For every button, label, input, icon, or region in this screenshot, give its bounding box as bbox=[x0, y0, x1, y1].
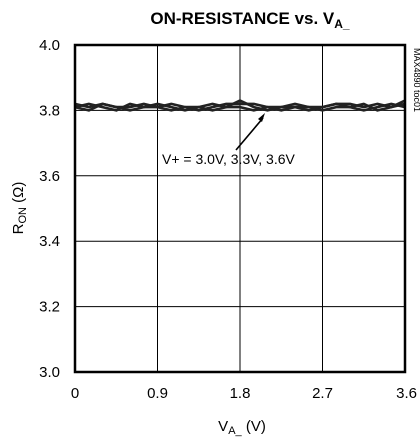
figure-id-label: MAX4890 toc01 bbox=[412, 48, 420, 112]
x-tick-label: 0.9 bbox=[147, 385, 168, 402]
x-axis-label: VA_ (V) bbox=[218, 418, 266, 437]
series-line-3 bbox=[74, 102, 406, 112]
y-axis-label: RON (Ω) bbox=[10, 182, 29, 235]
series-line-2 bbox=[74, 102, 406, 112]
y-axis-label-main: R bbox=[10, 223, 27, 234]
grid-lines bbox=[75, 45, 405, 372]
annotation-arrow-line bbox=[235, 117, 264, 151]
x-tick-label: 1.8 bbox=[230, 385, 251, 402]
chart-title-subscript: A_ bbox=[334, 17, 350, 31]
y-tick-label: 3.0 bbox=[39, 364, 60, 381]
y-tick-label: 3.8 bbox=[39, 102, 60, 119]
plot-frame bbox=[73, 43, 407, 374]
y-tick-labels: 3.0 3.2 3.4 3.6 3.8 4.0 bbox=[39, 37, 60, 381]
y-axis-label-unit: (Ω) bbox=[10, 182, 27, 207]
chart-title: ON-RESISTANCE vs. VA_ bbox=[150, 9, 350, 31]
y-axis-label-subscript: ON bbox=[17, 207, 29, 224]
x-tick-label: 2.7 bbox=[312, 385, 333, 402]
y-tick-label: 3.6 bbox=[39, 168, 60, 185]
x-tick-label: 3.6 bbox=[396, 385, 417, 402]
x-axis-label-main: V bbox=[218, 418, 228, 435]
chart-title-main: ON-RESISTANCE vs. V bbox=[150, 9, 335, 28]
x-tick-labels: 0 0.9 1.8 2.7 3.6 bbox=[71, 385, 417, 402]
x-axis-label-unit: (V) bbox=[242, 418, 266, 435]
y-tick-label: 3.4 bbox=[39, 233, 60, 250]
y-tick-label: 4.0 bbox=[39, 37, 60, 54]
data-series bbox=[74, 99, 406, 112]
x-axis-label-subscript: A_ bbox=[228, 425, 242, 437]
series-annotation: V+ = 3.0V, 3.3V, 3.6V bbox=[162, 151, 296, 167]
annotation-arrowhead bbox=[258, 113, 265, 122]
x-tick-label: 0 bbox=[71, 385, 79, 402]
y-tick-label: 3.2 bbox=[39, 299, 60, 316]
